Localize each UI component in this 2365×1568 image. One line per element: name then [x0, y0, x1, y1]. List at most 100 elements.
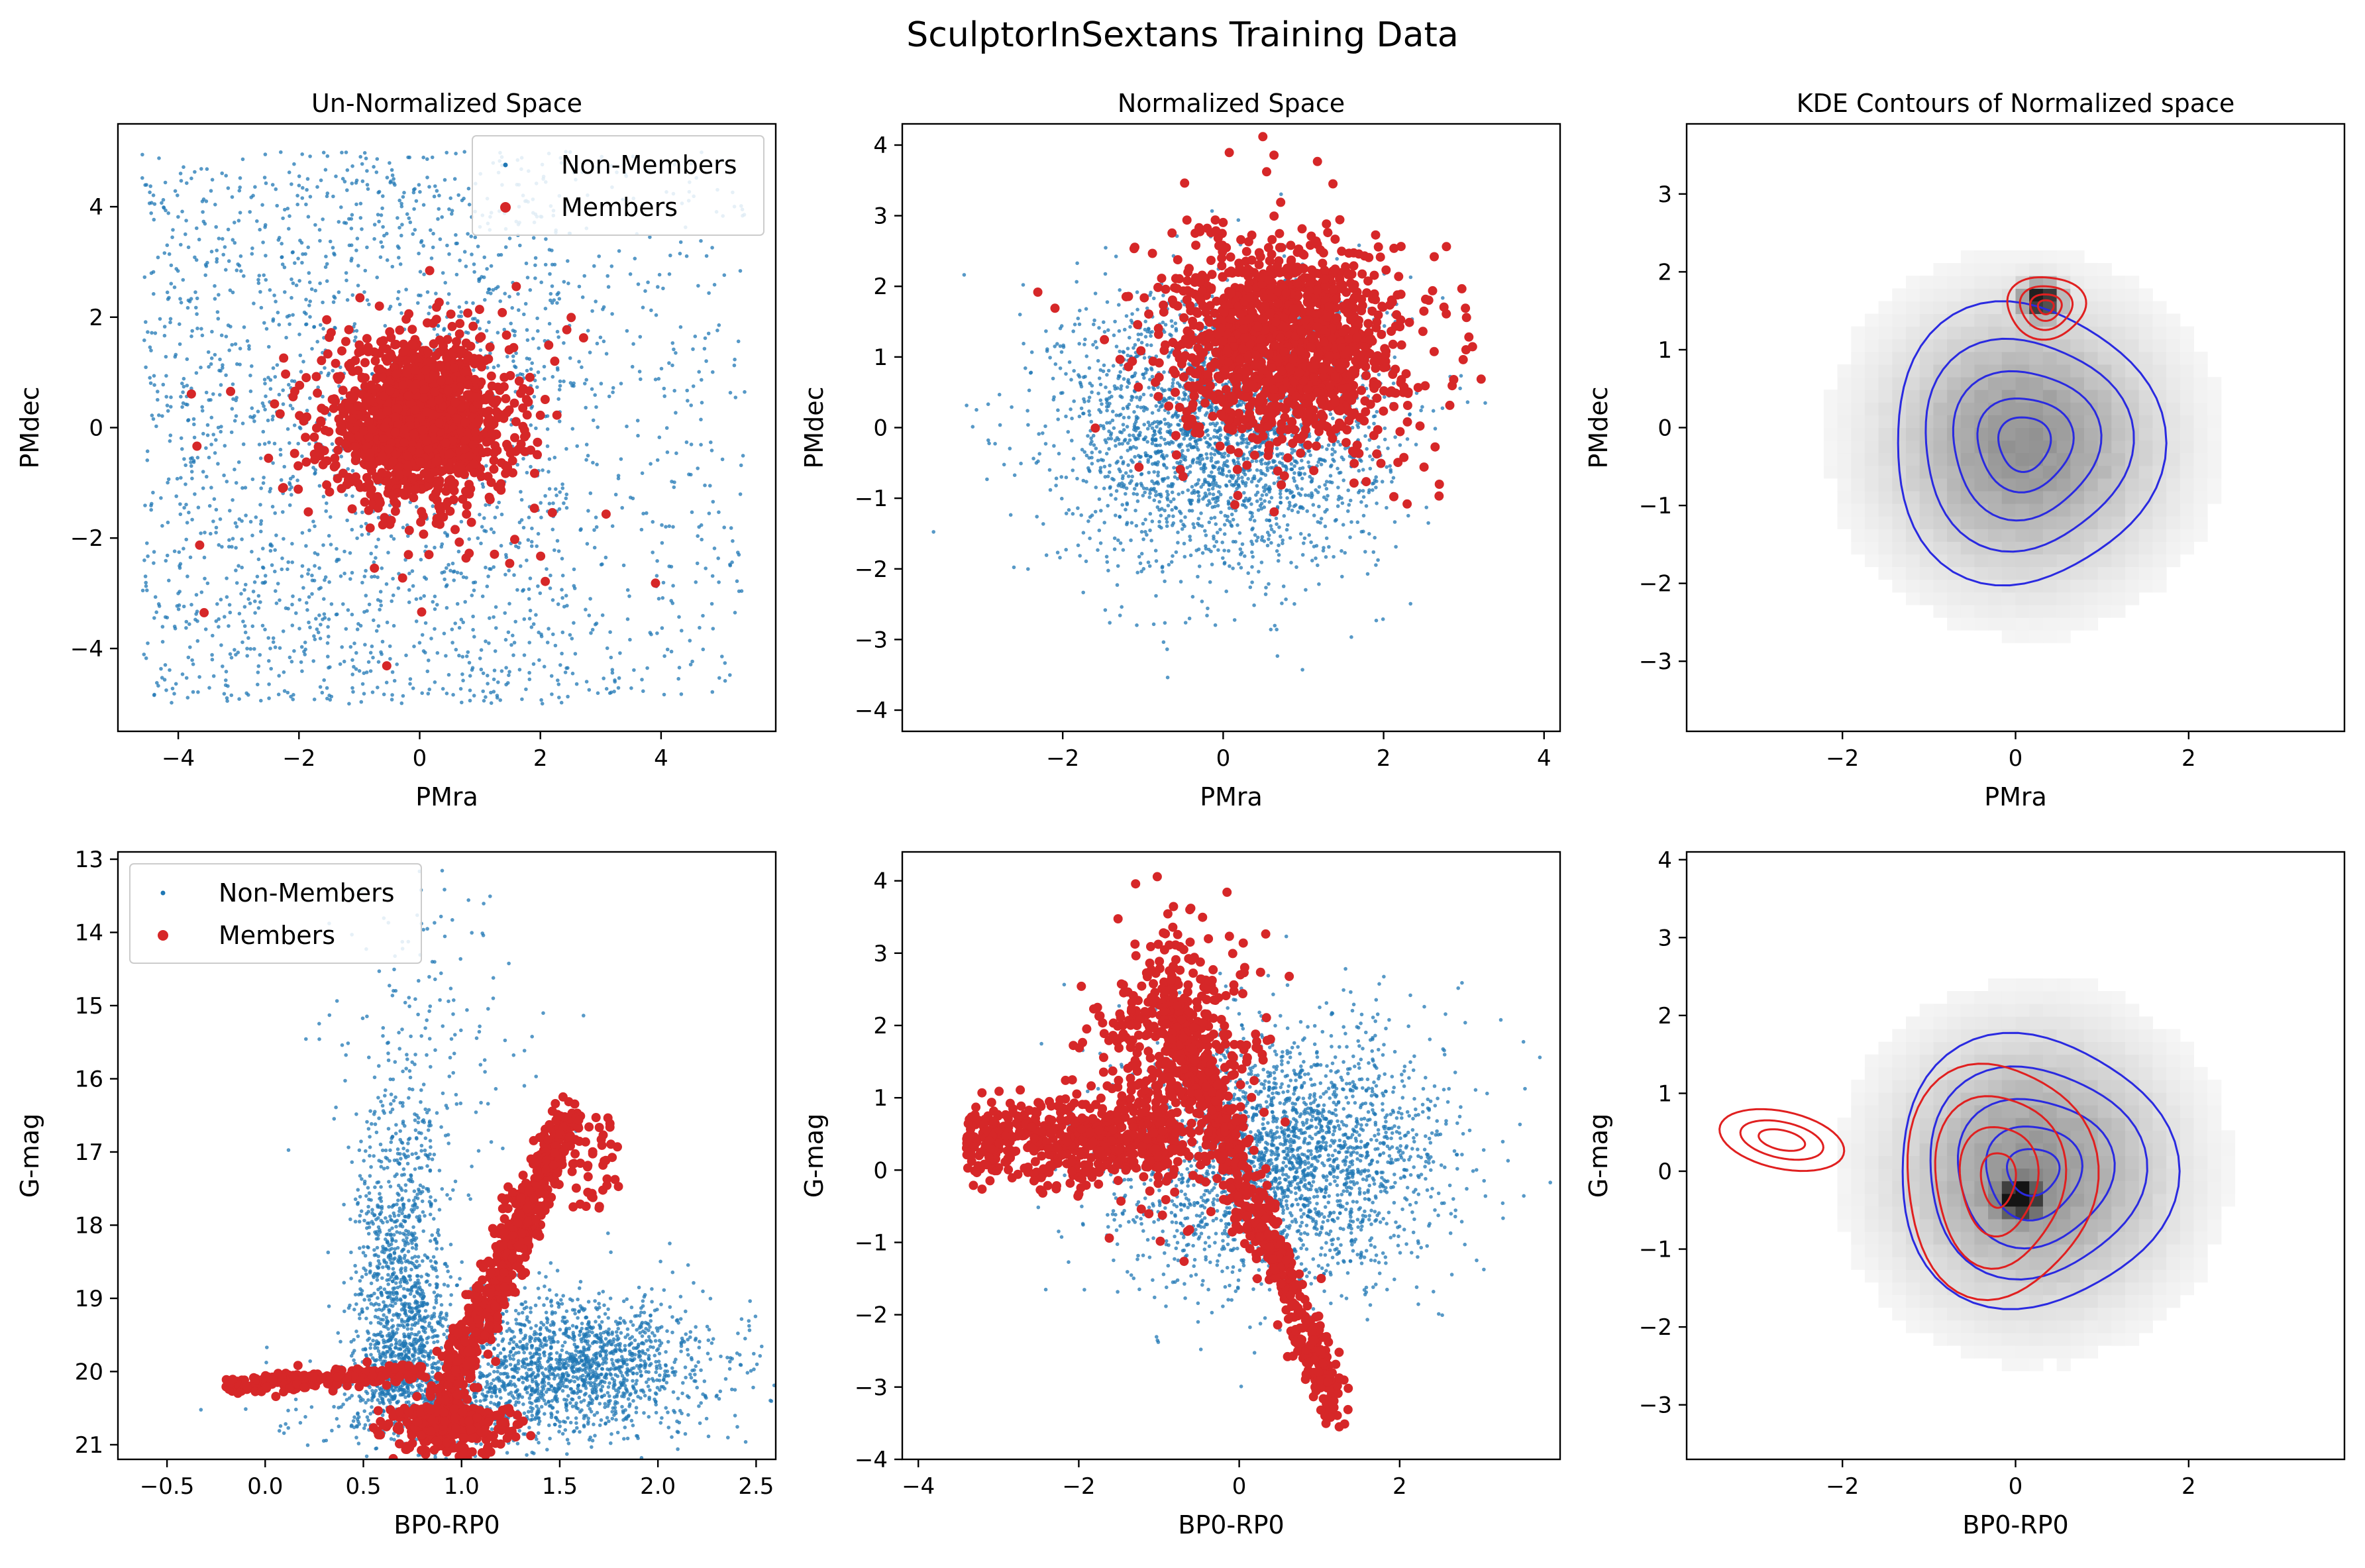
scatter-point: [550, 284, 554, 288]
scatter-point: [275, 409, 285, 419]
scatter-point: [1128, 438, 1132, 443]
scatter-point: [689, 443, 694, 446]
scatter-point: [411, 484, 421, 494]
scatter-point: [1216, 503, 1220, 508]
scatter-point: [1145, 427, 1150, 431]
scatter-point: [631, 342, 635, 346]
scatter-point: [547, 487, 552, 491]
scatter-point: [1149, 334, 1153, 339]
scatter-point: [547, 501, 552, 505]
scatter-point: [483, 297, 487, 302]
scatter-point: [690, 659, 694, 664]
scatter-point: [617, 676, 621, 680]
scatter-point: [210, 329, 214, 334]
scatter-point: [355, 293, 365, 303]
scatter-point: [498, 307, 507, 317]
scatter-point: [291, 313, 295, 317]
scatter-point: [221, 366, 225, 370]
scatter-point: [1277, 552, 1281, 557]
scatter-point: [227, 538, 231, 542]
scatter-point: [289, 694, 293, 699]
scatter-point: [241, 619, 245, 623]
scatter-point: [446, 301, 450, 305]
scatter-point: [550, 262, 554, 267]
scatter-point: [301, 433, 311, 443]
scatter-point: [220, 171, 225, 176]
scatter-point: [507, 601, 511, 606]
scatter-point: [668, 253, 672, 258]
scatter-point: [447, 292, 451, 296]
scatter-point: [247, 346, 251, 351]
scatter-point: [483, 417, 493, 427]
scatter-point: [364, 670, 369, 674]
scatter-point: [411, 190, 416, 195]
scatter-point: [741, 454, 745, 458]
scatter-point: [181, 278, 185, 282]
scatter-point: [733, 357, 737, 362]
scatter-point: [143, 503, 147, 507]
scatter-point: [1374, 475, 1378, 479]
scatter-point: [347, 243, 352, 248]
scatter-point: [616, 686, 621, 690]
scatter-point: [194, 371, 199, 375]
scatter-point: [1097, 408, 1101, 412]
scatter-point: [1373, 535, 1377, 540]
scatter-point: [604, 687, 609, 691]
scatter-point: [542, 664, 547, 669]
scatter-point: [310, 346, 314, 351]
scatter-point: [560, 574, 565, 578]
scatter-point: [1357, 468, 1361, 473]
scatter-point: [333, 252, 337, 257]
scatter-point: [199, 590, 204, 594]
scatter-point: [258, 653, 262, 657]
scatter-point: [337, 290, 341, 294]
scatter-point: [390, 698, 394, 702]
scatter-point: [264, 254, 268, 258]
scatter-point: [446, 474, 456, 484]
scatter-point: [549, 573, 552, 578]
scatter-point: [203, 273, 208, 278]
scatter-point: [589, 631, 593, 635]
scatter-point: [486, 290, 490, 295]
scatter-point: [1165, 454, 1169, 458]
scatter-point: [1108, 390, 1112, 394]
scatter-point: [458, 258, 462, 262]
scatter-point: [214, 531, 218, 535]
scatter-point: [353, 366, 363, 376]
scatter-point: [315, 444, 325, 454]
scatter-point: [1265, 543, 1270, 548]
scatter-point: [534, 613, 538, 617]
scatter-point: [317, 228, 322, 232]
scatter-point: [560, 630, 565, 635]
scatter-point: [340, 645, 344, 649]
scatter-point: [443, 281, 447, 285]
scatter-point: [736, 339, 741, 344]
scatter-point: [230, 342, 235, 347]
scatter-point: [175, 476, 180, 481]
scatter-point: [179, 242, 183, 247]
scatter-point: [374, 170, 379, 174]
scatter-point: [231, 238, 235, 242]
scatter-point: [195, 312, 199, 316]
scatter-point: [595, 341, 600, 346]
scatter-point: [447, 562, 450, 567]
scatter-point: [446, 309, 456, 319]
scatter-point: [290, 623, 295, 627]
scatter-point: [697, 525, 701, 529]
scatter-point: [736, 550, 740, 554]
scatter-point: [377, 189, 382, 194]
scatter-point: [556, 602, 560, 606]
scatter-point: [360, 497, 370, 507]
scatter-point: [280, 255, 284, 259]
scatter-point: [214, 619, 219, 623]
scatter-point: [711, 499, 715, 504]
scatter-point: [530, 361, 534, 365]
scatter-point: [1264, 586, 1268, 590]
scatter-point: [433, 594, 437, 599]
scatter-point: [402, 191, 406, 195]
scatter-point: [593, 393, 597, 397]
scatter-point: [490, 549, 499, 559]
scatter-point: [1337, 471, 1341, 475]
scatter-point: [604, 352, 609, 356]
scatter-point: [693, 335, 698, 339]
